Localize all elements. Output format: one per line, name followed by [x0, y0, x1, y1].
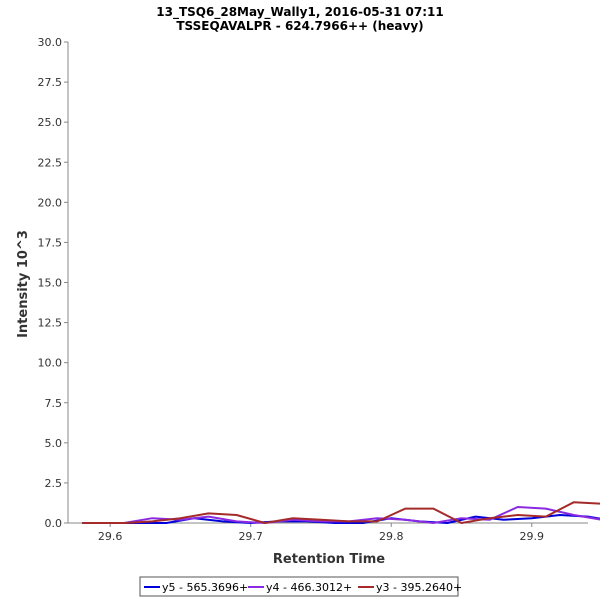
- x-tick-label: 29.7: [238, 530, 263, 543]
- y-tick-label: 15.0: [38, 277, 63, 290]
- x-tick-label: 29.9: [520, 530, 545, 543]
- legend-label-2: y4 - 466.3012+: [266, 581, 352, 594]
- y-tick-label: 2.5: [45, 477, 63, 490]
- y-tick-label: 22.5: [38, 156, 63, 169]
- y-tick-label: 12.5: [38, 317, 63, 330]
- y-tick-label: 27.5: [38, 76, 63, 89]
- x-tick-label: 29.6: [98, 530, 123, 543]
- y-axis-label: Intensity 10^3: [16, 230, 31, 338]
- series-line-3: [82, 501, 600, 524]
- legend-box: [139, 576, 459, 597]
- x-axis-label: Retention Time: [273, 552, 385, 567]
- series-line-2: [82, 506, 600, 524]
- x-tick-label: 29.8: [379, 530, 404, 543]
- y-tick-label: 5.0: [45, 437, 63, 450]
- y-tick-label: 25.0: [38, 116, 63, 129]
- y-tick-label: 0.0: [45, 517, 63, 530]
- chart-subtitle: TSSEQAVALPR - 624.7966++ (heavy): [176, 19, 423, 33]
- chart-title: 13_TSQ6_28May_Wally1, 2016-05-31 07:11: [156, 5, 443, 20]
- y-tick-label: 17.5: [38, 236, 63, 249]
- y-tick-label: 7.5: [45, 397, 63, 410]
- legend: y5 - 565.3696+ y4 - 466.3012+ y3 - 395.264…: [139, 576, 462, 597]
- legend-label-1: y5 - 565.3696+: [162, 581, 248, 594]
- y-tick-label: 20.0: [38, 196, 63, 209]
- series-line-1: [82, 514, 600, 524]
- legend-label-3: y3 - 395.2640+: [376, 581, 462, 594]
- plot-area: 0.0 2.5 5.0 7.5 10.0 12.5 15.0 17.5 20.0 22.5 25.0…: [38, 36, 600, 543]
- y-tick-label: 30.0: [38, 36, 63, 49]
- y-tick-label: 10.0: [38, 357, 63, 370]
